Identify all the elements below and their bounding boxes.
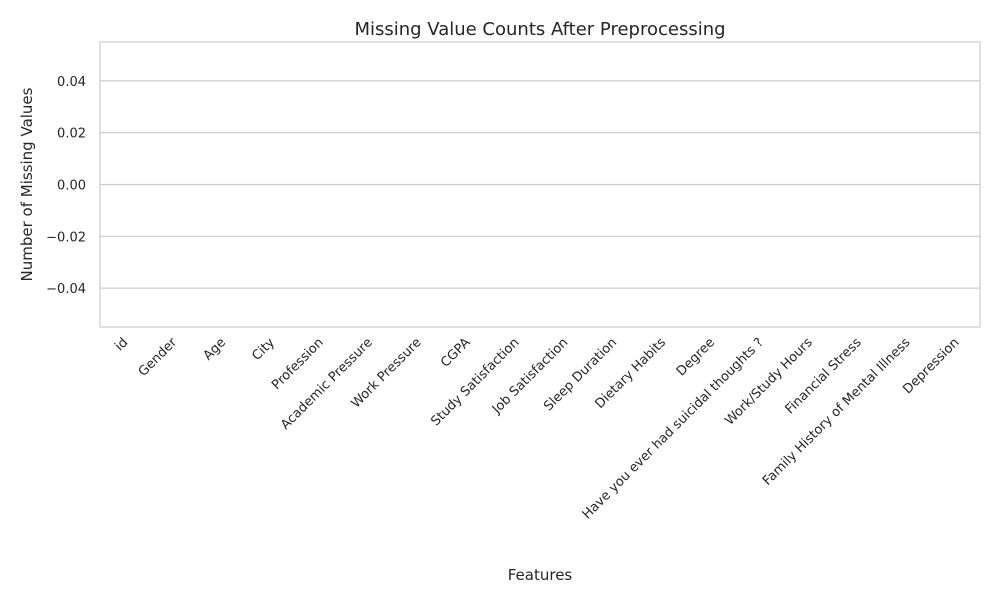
y-tick-label: 0.04 — [57, 75, 86, 90]
x-tick-label: id — [112, 335, 131, 354]
chart-title: Missing Value Counts After Preprocessing — [354, 19, 725, 40]
x-tick-label: Academic Pressure — [278, 335, 376, 433]
y-tick-label: −0.04 — [46, 282, 86, 297]
y-tick-label: 0.02 — [57, 127, 86, 142]
x-tick-label: Study Satisfaction — [428, 335, 522, 429]
y-axis-label: Number of Missing Values — [18, 87, 36, 281]
x-tick-label: CGPA — [438, 335, 473, 370]
y-tick-labels: −0.04 −0.02 0.00 0.02 0.04 — [46, 75, 86, 297]
x-tick-label: Degree — [674, 335, 718, 379]
y-tick-label: −0.02 — [46, 230, 86, 245]
x-tick-label: Age — [201, 335, 229, 363]
x-axis-label: Features — [508, 566, 573, 584]
x-tick-label: Work/Study Hours — [722, 335, 816, 429]
grid-layer — [100, 80, 980, 289]
x-tick-label: City — [249, 335, 278, 364]
x-tick-label: Gender — [136, 335, 181, 380]
plot-frame — [99, 41, 981, 328]
y-tick-label: 0.00 — [57, 179, 86, 194]
x-tick-label: Have you ever had suicidal thoughts ? — [580, 335, 767, 522]
